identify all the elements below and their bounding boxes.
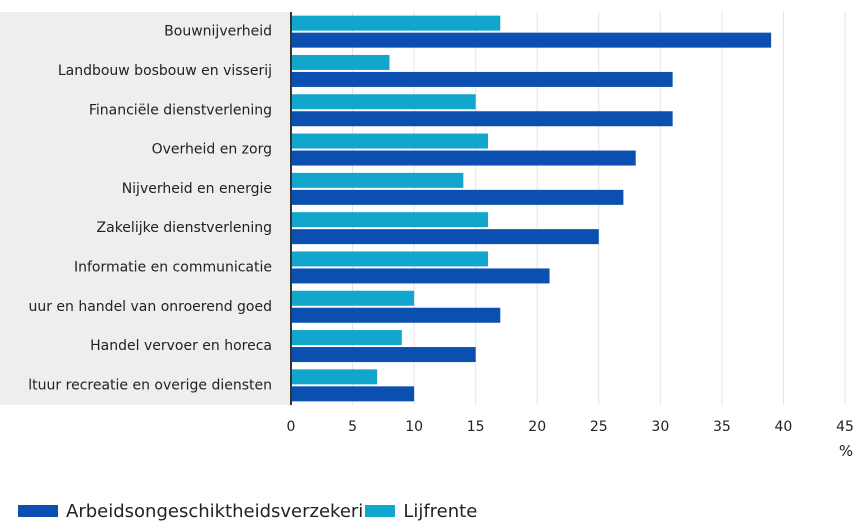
bar-arbeidsongeschiktheid [291, 111, 673, 127]
bar-arbeidsongeschiktheid [291, 307, 501, 323]
category-label: ltuur recreatie en overige diensten [28, 377, 272, 393]
bar-arbeidsongeschiktheid [291, 229, 599, 245]
bar-arbeidsongeschiktheid [291, 71, 673, 87]
category-label: Financiële dienstverlening [89, 102, 272, 118]
x-tick-labels: 0 5 10 15 20 25 30 35 40 45 [287, 419, 854, 435]
category-label: Nijverheid en energie [122, 181, 272, 197]
bar-chart: Bouwnijverheid Landbouw bosbouw en visser… [0, 12, 854, 460]
bar-arbeidsongeschiktheid [291, 386, 415, 402]
x-tick-label: 10 [405, 419, 423, 435]
bar-arbeidsongeschiktheid [291, 32, 772, 48]
category-labels: Bouwnijverheid Landbouw bosbouw en visser… [28, 24, 272, 394]
category-label: Handel vervoer en horeca [90, 338, 272, 354]
bars [291, 15, 772, 402]
x-tick-label: 5 [348, 419, 357, 435]
category-label: Overheid en zorg [152, 142, 272, 158]
bar-lijfrente [291, 54, 390, 70]
x-tick-label: 30 [651, 419, 669, 435]
x-tick-label: 25 [590, 419, 608, 435]
grid-lines [352, 12, 846, 405]
bar-lijfrente [291, 369, 378, 385]
legend-item-arbeidsongeschiktheid: Arbeidsongeschiktheidsverzekeri [18, 501, 363, 522]
x-tick-label: 45 [836, 419, 854, 435]
bar-lijfrente [291, 133, 488, 149]
bar-lijfrente [291, 94, 476, 110]
category-label: Zakelijke dienstverlening [97, 220, 272, 236]
legend-label: Lijfrente [403, 500, 478, 522]
x-tick-label: 0 [287, 419, 296, 435]
legend: Arbeidsongeschiktheidsverzekeri Lijfrent… [18, 498, 477, 524]
category-label: Landbouw bosbouw en visserij [58, 63, 272, 79]
bar-lijfrente [291, 212, 488, 228]
x-tick-label: 35 [713, 419, 731, 435]
x-tick-label: 40 [775, 419, 793, 435]
bar-arbeidsongeschiktheid [291, 150, 636, 166]
bar-arbeidsongeschiktheid [291, 347, 476, 363]
legend-swatch-light-blue [365, 505, 396, 517]
legend-item-lijfrente: Lijfrente [363, 501, 477, 522]
bar-lijfrente [291, 172, 464, 188]
category-label-background [0, 12, 291, 405]
category-label: uur en handel van onroerend goed [28, 299, 272, 315]
x-unit-label: % [839, 442, 853, 460]
bar-lijfrente [291, 330, 402, 346]
legend-label: Arbeidsongeschiktheidsverzekeri [66, 500, 364, 522]
bar-arbeidsongeschiktheid [291, 268, 550, 284]
bar-arbeidsongeschiktheid [291, 189, 624, 205]
bar-lijfrente [291, 15, 501, 31]
category-label: Bouwnijverheid [164, 24, 272, 40]
category-label: Informatie en communicatie [74, 259, 272, 275]
x-tick-label: 20 [528, 419, 546, 435]
bar-lijfrente [291, 251, 488, 267]
x-tick-label: 15 [467, 419, 485, 435]
bar-lijfrente [291, 290, 415, 306]
legend-swatch-dark-blue [18, 505, 58, 517]
